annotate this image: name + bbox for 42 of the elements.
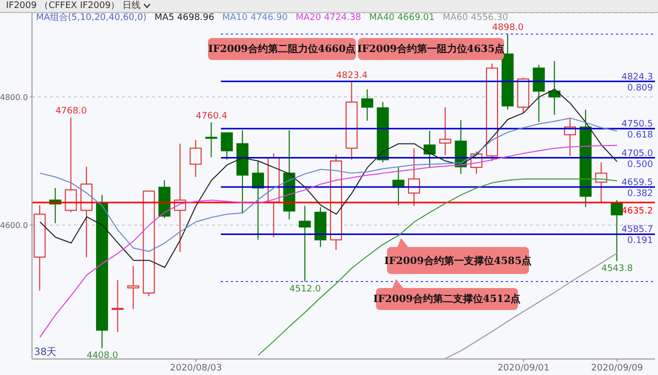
ref-line-label: 4659.5 0.382 bbox=[622, 178, 653, 199]
candlestick bbox=[532, 64, 545, 122]
annotation: 4408.0 bbox=[86, 351, 118, 362]
candlestick bbox=[424, 130, 436, 168]
text: MA20 4724.38 bbox=[296, 13, 362, 24]
x-tick-label: 2020/08/03 bbox=[170, 363, 222, 374]
y-tick-label: 4800.0 bbox=[0, 92, 28, 102]
text: MA5 4698.96 bbox=[154, 13, 214, 24]
ref-line-label: 4585.7 0.191 bbox=[622, 225, 653, 246]
candlestick bbox=[252, 160, 264, 240]
candlestick bbox=[361, 88, 374, 122]
x-tick-label: 2020/09/01 bbox=[498, 363, 550, 374]
text: MA10 4746.90 bbox=[222, 13, 288, 24]
legend-title: MA组合(5,10,20,40,60,0) bbox=[36, 13, 147, 24]
x-tick-label: 2020/09/09 bbox=[591, 363, 644, 374]
y-tick-label: 4600.0 bbox=[0, 220, 28, 230]
annotation: 38天 bbox=[34, 346, 57, 359]
candlestick bbox=[205, 122, 218, 158]
candlestick bbox=[548, 60, 560, 116]
ref-line-label: 4705.0 0.500 bbox=[622, 148, 654, 170]
candlestick bbox=[220, 132, 233, 160]
candlestick bbox=[439, 106, 452, 156]
annotation: 4898.0 bbox=[492, 23, 524, 34]
candlestick bbox=[64, 116, 77, 213]
candlestick bbox=[595, 162, 608, 203]
annotation: 4543.8 bbox=[601, 264, 634, 274]
candlestick bbox=[610, 200, 623, 262]
ref-line-label: 4750.5 0.618 bbox=[622, 120, 654, 141]
chart-title: IF2009 （CFFEX IF2009） 日线 bbox=[6, 0, 141, 12]
ref-line-label: 4824.3 0.809 bbox=[622, 72, 654, 94]
candlestick bbox=[112, 280, 124, 333]
text: MA60 4556.30 bbox=[442, 13, 508, 23]
annotation: IF2009合约第二阻力位4660点 bbox=[208, 42, 356, 56]
candlestick bbox=[298, 205, 311, 282]
annotation: 4768.0 bbox=[55, 106, 88, 116]
candlestick bbox=[190, 139, 202, 178]
annotation: 4512.0 bbox=[289, 284, 322, 294]
annotation: 4823.4 bbox=[336, 70, 368, 81]
annotation: 4760.4 bbox=[196, 111, 228, 122]
text: MA40 4669.01 bbox=[369, 13, 435, 24]
line-series bbox=[39, 118, 618, 252]
candlestick bbox=[127, 266, 140, 310]
